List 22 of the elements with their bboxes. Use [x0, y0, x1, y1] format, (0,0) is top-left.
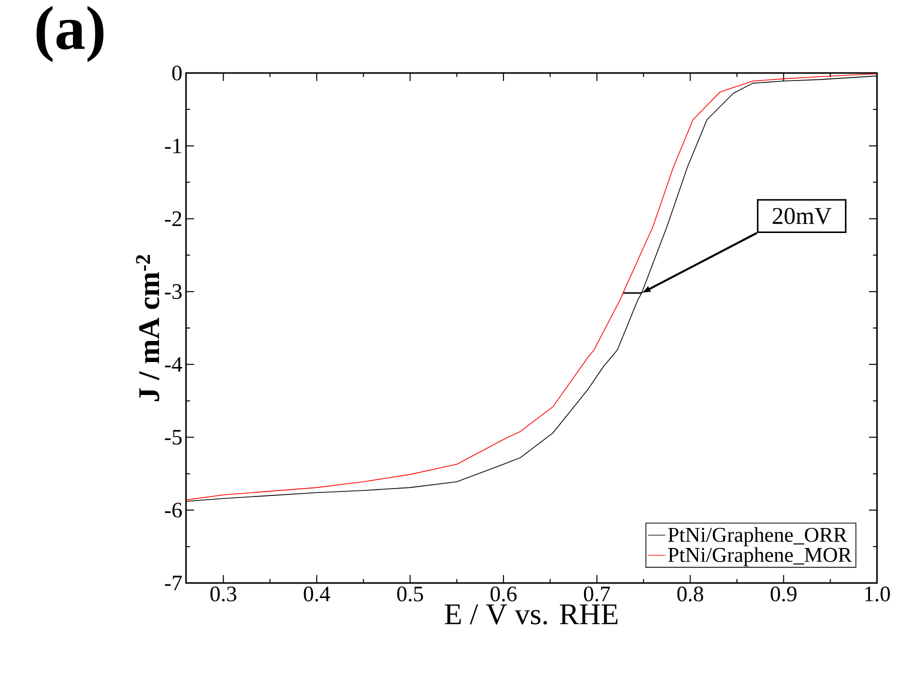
- y-tick-label: -3: [164, 284, 182, 299]
- x-axis-title: E / V vs. RHE: [444, 604, 618, 625]
- y-tick-label: -6: [164, 502, 182, 518]
- y-tick-label: -4: [164, 357, 182, 372]
- legend-label: PtNi/Graphene_MOR: [668, 547, 852, 566]
- x-tick-label: 0.3: [210, 586, 236, 602]
- y-tick-label: -1: [164, 138, 182, 154]
- x-tick-label: 0.8: [677, 586, 704, 602]
- y-tick-label: -2: [164, 211, 182, 226]
- x-tick-label: 0.5: [397, 586, 424, 602]
- x-tick-label: 0.4: [304, 586, 330, 602]
- annotation: 20mV: [772, 208, 832, 224]
- y-tick-label: -7: [164, 576, 182, 590]
- x-tick-label: 0.7: [584, 586, 610, 602]
- x-tick-label: 0.6: [490, 586, 517, 602]
- x-tick-label: 0.9: [770, 586, 796, 602]
- y-tick-label: -5: [164, 430, 182, 445]
- x-tick-label: 1.0: [865, 586, 890, 602]
- legend-label: PtNi/Graphene_ORR: [668, 527, 848, 546]
- y-axis-title: J / mA cm$^{-2}$: [136, 255, 160, 402]
- y-tick-label: 0: [172, 66, 182, 80]
- chart-title: (a): [36, 6, 104, 62]
